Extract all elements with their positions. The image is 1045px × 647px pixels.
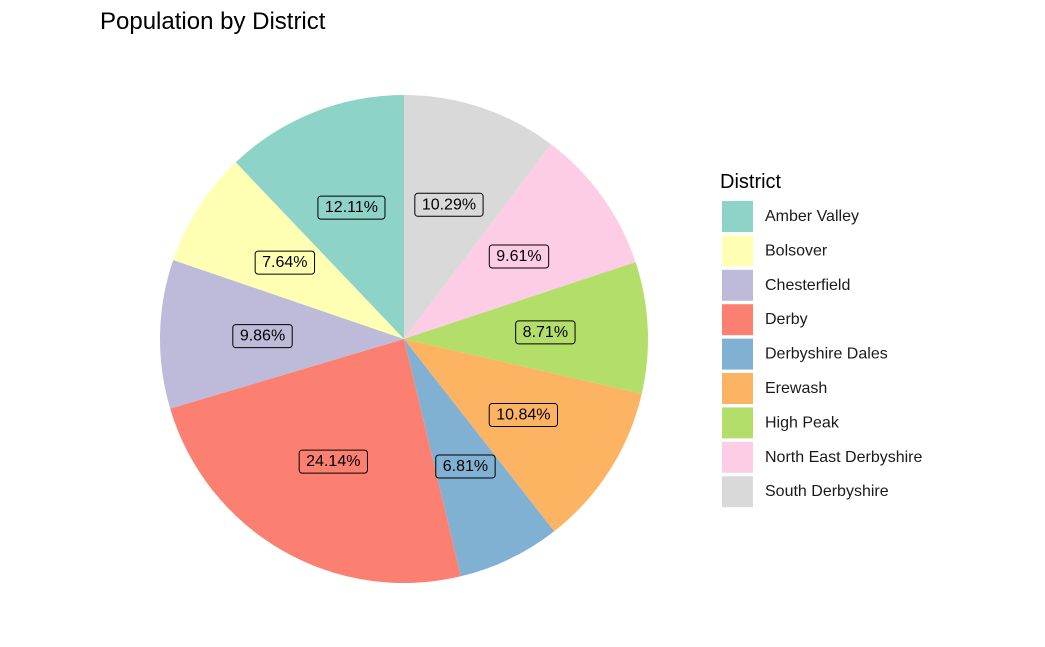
- legend-item-derbyshire-dales: Derbyshire Dales: [722, 338, 888, 370]
- data-label-chesterfield: 9.86%: [232, 324, 293, 349]
- legend-swatch: [722, 441, 753, 473]
- pie-labels: 10.29% 9.61% 8.71% 10.84% 6.81% 24.14% 9.86% 7.…: [232, 192, 576, 479]
- data-label-box: [488, 244, 550, 269]
- pie-slice-north-east-derbyshire: [404, 144, 636, 339]
- data-label-north-east-derbyshire: 9.61%: [488, 244, 550, 269]
- legend-item-chesterfield: Chesterfield: [722, 269, 850, 301]
- legend-label: South Derbyshire: [765, 483, 889, 500]
- legend-swatch: [722, 201, 753, 232]
- data-label-text: 10.29%: [422, 196, 476, 213]
- data-label-box: [298, 449, 368, 474]
- data-label-text: 6.81%: [443, 458, 488, 475]
- legend-item-bolsover: Bolsover: [722, 235, 828, 267]
- pie-slice-south-derbyshire: [404, 95, 551, 339]
- legend-swatch: [722, 235, 753, 267]
- legend-label: Erewash: [765, 380, 827, 397]
- data-label-south-derbyshire: 10.29%: [414, 192, 484, 217]
- legend-item-north-east-derbyshire: North East Derbyshire: [722, 441, 922, 473]
- legend-item-amber-valley: Amber Valley: [722, 201, 859, 232]
- legend-label: North East Derbyshire: [765, 449, 922, 466]
- legend-swatch: [722, 269, 753, 301]
- data-label-box: [232, 324, 293, 349]
- data-label-high-peak: 8.71%: [515, 320, 576, 345]
- legend-item-high-peak: High Peak: [722, 407, 840, 439]
- legend-label: Bolsover: [765, 242, 828, 259]
- data-label-bolsover: 7.64%: [254, 250, 316, 275]
- legend-label: Chesterfield: [765, 277, 850, 294]
- legend-label: High Peak: [765, 414, 840, 431]
- legend-swatch: [722, 476, 753, 508]
- data-label-box: [435, 454, 496, 479]
- data-label-text: 9.61%: [496, 248, 541, 265]
- data-label-derby: 24.14%: [298, 449, 368, 474]
- legend-swatch: [722, 407, 753, 439]
- data-label-text: 8.71%: [523, 324, 568, 341]
- data-label-box: [254, 250, 316, 275]
- legend-swatch: [722, 304, 753, 336]
- legend-title: District: [720, 171, 782, 193]
- chart-title: Population by District: [100, 8, 326, 35]
- data-label-box: [414, 192, 484, 217]
- legend-item-south-derbyshire: South Derbyshire: [722, 476, 889, 508]
- legend-item-erewash: Erewash: [722, 373, 827, 404]
- data-label-amber-valley: 12.11%: [317, 195, 386, 220]
- legend-label: Amber Valley: [765, 208, 859, 225]
- legend-item-derby: Derby: [722, 304, 808, 336]
- data-label-box: [317, 195, 386, 220]
- data-label-box: [488, 403, 559, 428]
- legend-swatch: [722, 373, 753, 404]
- data-label-text: 7.64%: [262, 254, 307, 271]
- data-label-text: 10.84%: [496, 407, 550, 424]
- data-label-text: 12.11%: [325, 199, 378, 216]
- data-label-erewash: 10.84%: [488, 403, 559, 428]
- legend: District Amber Valley Bolsover Chesterfiel…: [720, 171, 922, 508]
- legend-label: Derbyshire Dales: [765, 346, 888, 363]
- data-label-derbyshire-dales: 6.81%: [435, 454, 496, 479]
- data-label-text: 24.14%: [306, 453, 360, 470]
- pie-slice-erewash: [404, 339, 642, 532]
- data-label-box: [515, 320, 576, 345]
- data-label-text: 9.86%: [240, 328, 285, 345]
- legend-swatch: [722, 338, 753, 370]
- legend-label: Derby: [765, 311, 808, 328]
